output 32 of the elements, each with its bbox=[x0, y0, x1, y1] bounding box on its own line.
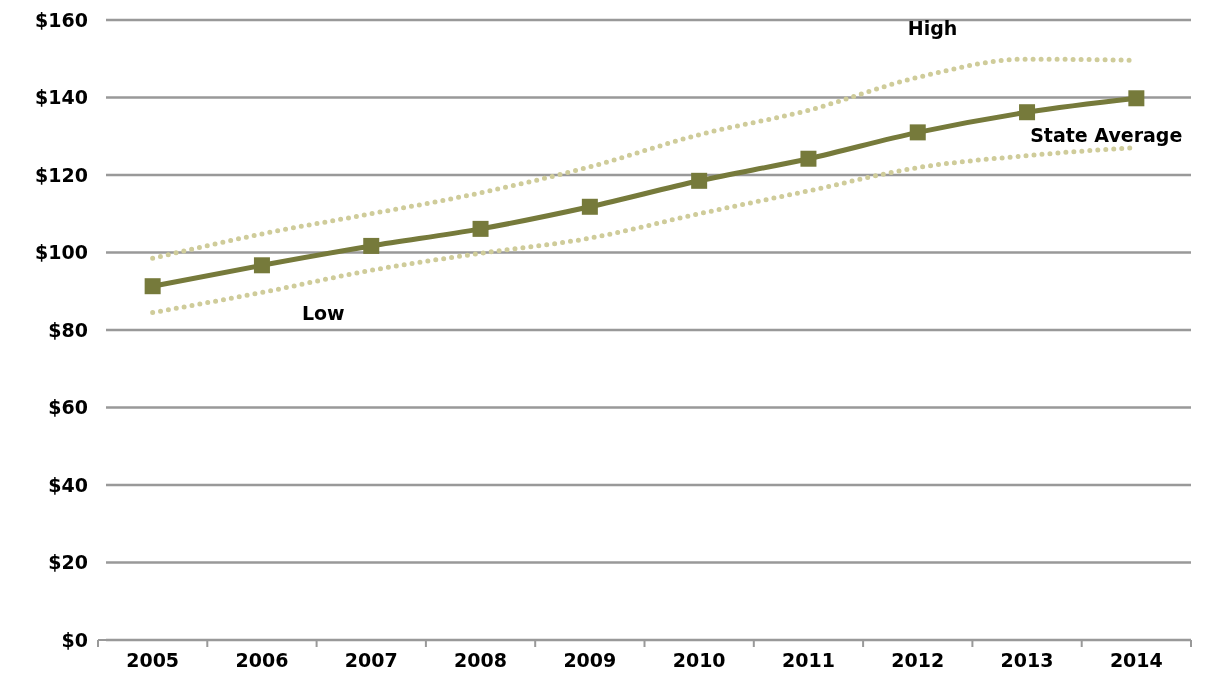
x-tick-label: 2012 bbox=[891, 649, 945, 671]
point bbox=[909, 124, 926, 141]
y-tick-label: $0 bbox=[61, 628, 88, 651]
y-tick-label: $80 bbox=[48, 318, 88, 341]
y-tick-label: $20 bbox=[48, 551, 88, 574]
x-tick-label: 2008 bbox=[454, 649, 507, 671]
y-tick-label: $60 bbox=[48, 396, 88, 419]
y-tick-label: $160 bbox=[35, 8, 88, 31]
x-tick-label: 2005 bbox=[126, 649, 180, 671]
point bbox=[800, 150, 817, 167]
point bbox=[144, 278, 161, 295]
series-label: State Average bbox=[1030, 124, 1183, 147]
point bbox=[363, 237, 380, 254]
x-tick-label: 2011 bbox=[782, 649, 835, 671]
x-tick-label: 2009 bbox=[563, 649, 617, 671]
series-label: Low bbox=[301, 302, 345, 325]
x-tick-label: 2010 bbox=[672, 649, 726, 671]
y-tick-label: $120 bbox=[35, 163, 88, 186]
point bbox=[581, 198, 598, 215]
point bbox=[1128, 90, 1145, 107]
point bbox=[1019, 104, 1036, 121]
x-tick-label: 2006 bbox=[235, 649, 289, 671]
x-tick-label: 2007 bbox=[344, 649, 398, 671]
y-tick-label: $100 bbox=[35, 241, 88, 264]
point bbox=[253, 257, 270, 274]
x-tick-label: 2014 bbox=[1109, 649, 1163, 671]
y-tick-label: $140 bbox=[35, 86, 88, 109]
point bbox=[691, 172, 708, 189]
y-tick-label: $40 bbox=[48, 473, 88, 496]
x-tick-label: 2013 bbox=[1000, 649, 1054, 671]
point bbox=[472, 220, 489, 237]
series-label: High bbox=[907, 17, 958, 40]
